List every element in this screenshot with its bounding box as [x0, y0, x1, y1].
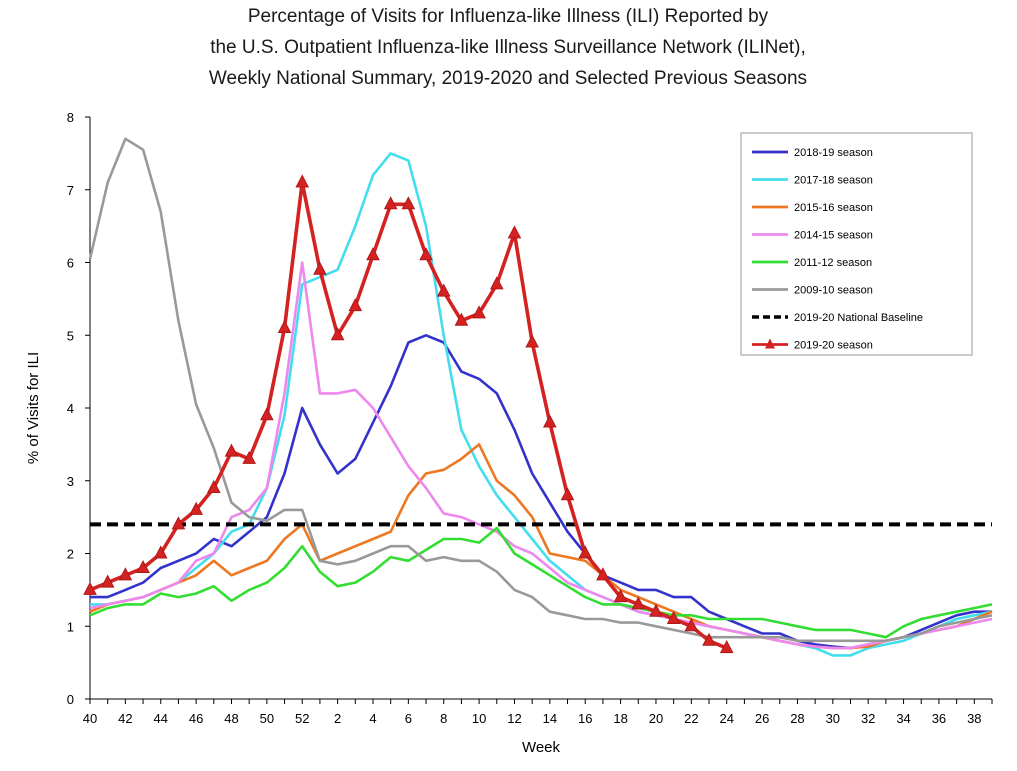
data-point-marker	[525, 334, 539, 348]
x-tick-label: 8	[440, 711, 447, 726]
x-tick-label: 30	[826, 711, 840, 726]
data-point-marker	[507, 225, 522, 239]
data-point-marker	[436, 283, 451, 297]
series-line-2015-16-season	[89, 443, 993, 650]
title-line-1: Percentage of Visits for Influenza-like …	[248, 6, 769, 27]
x-tick-label: 34	[896, 711, 910, 726]
y-tick-label: 0	[67, 692, 74, 707]
data-point-marker	[136, 559, 150, 574]
y-axis-label: % of Visits for ILI	[25, 352, 42, 464]
x-tick-label: 40	[83, 711, 97, 726]
legend-label-2017-18-season: 2017-18 season	[794, 175, 873, 187]
series-line-2017-18-season	[90, 152, 993, 657]
y-tick-label: 1	[67, 619, 74, 634]
legend-label-2019-20-national-baseline: 2019-20 National Baseline	[794, 312, 923, 324]
data-point-marker	[260, 407, 274, 421]
data-point-marker	[189, 501, 203, 515]
x-tick-label: 48	[224, 711, 238, 726]
legend-items: 2018-19 season 2017-18 season 2015-16 seas…	[752, 147, 923, 352]
x-tick-label: 10	[472, 711, 486, 726]
y-tick-label: 3	[67, 474, 74, 489]
legend-label-2009-10-season: 2009-10 season	[794, 285, 873, 297]
y-tick-label: 8	[67, 110, 74, 125]
x-tick-label: 38	[967, 711, 981, 726]
x-tick-label: 26	[755, 711, 769, 726]
data-point-marker	[489, 276, 504, 290]
x-tick-label: 32	[861, 711, 875, 726]
x-tick-label: 18	[613, 711, 627, 726]
chart-title: Percentage of Visits for Influenza-like …	[209, 6, 807, 89]
series-line-2009-10-season	[88, 137, 993, 643]
data-point-marker	[83, 581, 97, 595]
data-point-marker	[171, 516, 186, 530]
y-tick-labels: 0 1 2 3 4 5 6 7 8	[67, 110, 90, 707]
data-point-marker	[100, 574, 115, 588]
data-point-marker	[153, 545, 168, 559]
data-point-marker	[295, 174, 310, 188]
data-point-marker	[383, 196, 398, 210]
x-tick-label: 22	[684, 711, 698, 726]
x-tick-label: 28	[790, 711, 804, 726]
series-layer	[83, 137, 993, 657]
x-tick-label: 12	[507, 711, 521, 726]
data-point-marker	[684, 618, 699, 632]
data-point-marker	[649, 603, 663, 617]
legend-label-2018-19-season: 2018-19 season	[794, 147, 873, 159]
data-point-marker	[454, 312, 469, 326]
data-point-marker	[560, 487, 575, 501]
data-point-marker	[348, 298, 363, 312]
data-point-marker	[596, 567, 610, 581]
x-tick-label: 20	[649, 711, 663, 726]
legend: 2018-19 season 2017-18 season 2015-16 seas…	[740, 132, 973, 356]
data-point-marker	[631, 596, 646, 610]
data-point-marker	[666, 610, 681, 624]
x-tick-labels: 40 42 44 46 48 50 52 2 4 6 8 10 12 14 16 18 20 22 24 26 28 30…	[83, 711, 982, 726]
x-tick-label: 2	[334, 711, 341, 726]
data-point-marker	[118, 567, 133, 581]
legend-label-2015-16-season: 2015-16 season	[794, 202, 873, 214]
data-point-marker	[702, 632, 716, 646]
data-point-marker	[242, 450, 257, 464]
x-tick-label: 42	[118, 711, 132, 726]
x-tick-label: 52	[295, 711, 309, 726]
data-point-marker	[419, 247, 433, 261]
series-line-2011-12-season	[89, 526, 993, 639]
x-tick-label: 16	[578, 711, 592, 726]
x-tick-label: 14	[543, 711, 557, 726]
title-line-3: Weekly National Summary, 2019-2020 and S…	[209, 68, 807, 89]
legend-label-2019-20-season: 2019-20 season	[794, 340, 873, 352]
data-point-marker	[330, 327, 345, 341]
x-tick-label: 24	[719, 711, 733, 726]
legend-label-2014-15-season: 2014-15 season	[794, 230, 873, 242]
data-point-marker	[401, 196, 416, 210]
x-axis-label: Week	[522, 739, 561, 756]
data-point-marker	[313, 261, 327, 275]
series-line-2014-15-season	[89, 261, 993, 650]
x-tick-label: 46	[189, 711, 203, 726]
data-point-marker	[472, 305, 486, 319]
y-tick-label: 5	[67, 328, 74, 343]
legend-marker	[765, 338, 775, 349]
data-point-marker	[578, 545, 593, 559]
x-tick-label: 6	[405, 711, 412, 726]
data-point-marker	[613, 589, 628, 603]
title-line-2: the U.S. Outpatient Influenza-like Illne…	[210, 37, 806, 58]
data-point-marker	[277, 319, 292, 333]
y-tick-label: 4	[67, 401, 74, 416]
y-tick-label: 7	[67, 183, 74, 198]
data-point-marker	[224, 443, 239, 457]
x-tick-label: 50	[260, 711, 274, 726]
data-point-marker	[366, 247, 380, 261]
data-point-marker	[543, 414, 557, 428]
x-tick-label: 36	[932, 711, 946, 726]
y-tick-label: 6	[67, 256, 74, 271]
legend-label-2011-12-season: 2011-12 season	[794, 257, 872, 269]
x-tick-label: 4	[369, 711, 376, 726]
x-tick-label: 44	[154, 711, 168, 726]
data-point-marker	[719, 639, 734, 654]
y-tick-label: 2	[67, 547, 74, 562]
data-point-marker	[206, 479, 221, 494]
